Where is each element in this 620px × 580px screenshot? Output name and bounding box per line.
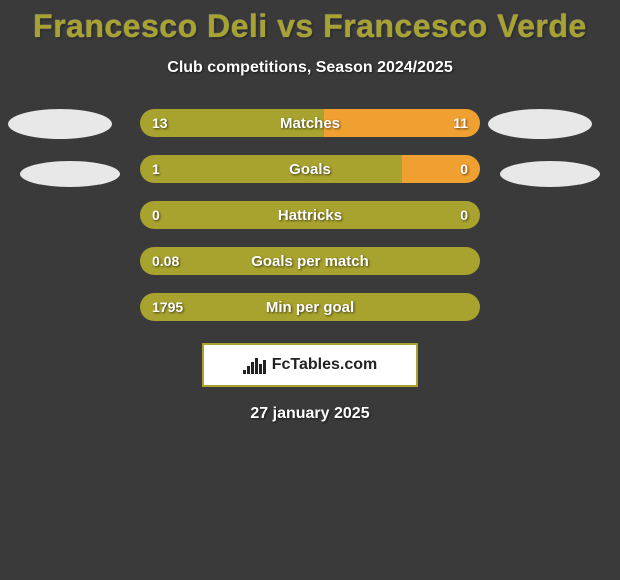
decorative-ellipse (20, 161, 120, 187)
stat-row: 13Matches11 (140, 109, 480, 137)
stat-label: Goals per match (140, 253, 480, 270)
stat-row: 0Hattricks0 (140, 201, 480, 229)
stat-row: 1Goals0 (140, 155, 480, 183)
source-badge: FcTables.com (202, 343, 418, 387)
stat-value-right: 0 (460, 207, 468, 223)
decorative-ellipse (8, 109, 112, 139)
page-title: Francesco Deli vs Francesco Verde (0, 8, 620, 45)
subtitle: Club competitions, Season 2024/2025 (0, 59, 620, 77)
stat-row: 1795Min per goal (140, 293, 480, 321)
stat-value-right: 0 (460, 161, 468, 177)
stat-label: Hattricks (140, 207, 480, 224)
footer-date: 27 january 2025 (0, 405, 620, 423)
stat-label: Goals (140, 161, 480, 178)
stats-area: 13Matches111Goals00Hattricks00.08Goals p… (0, 109, 620, 321)
decorative-ellipse (488, 109, 592, 139)
stat-rows: 13Matches111Goals00Hattricks00.08Goals p… (140, 109, 480, 321)
decorative-ellipse (500, 161, 600, 187)
stat-label: Matches (140, 115, 480, 132)
stat-row: 0.08Goals per match (140, 247, 480, 275)
badge-text: FcTables.com (272, 356, 378, 374)
stat-label: Min per goal (140, 299, 480, 316)
stat-value-right: 11 (453, 115, 468, 131)
comparison-card: Francesco Deli vs Francesco Verde Club c… (0, 0, 620, 423)
chart-icon (243, 356, 266, 374)
